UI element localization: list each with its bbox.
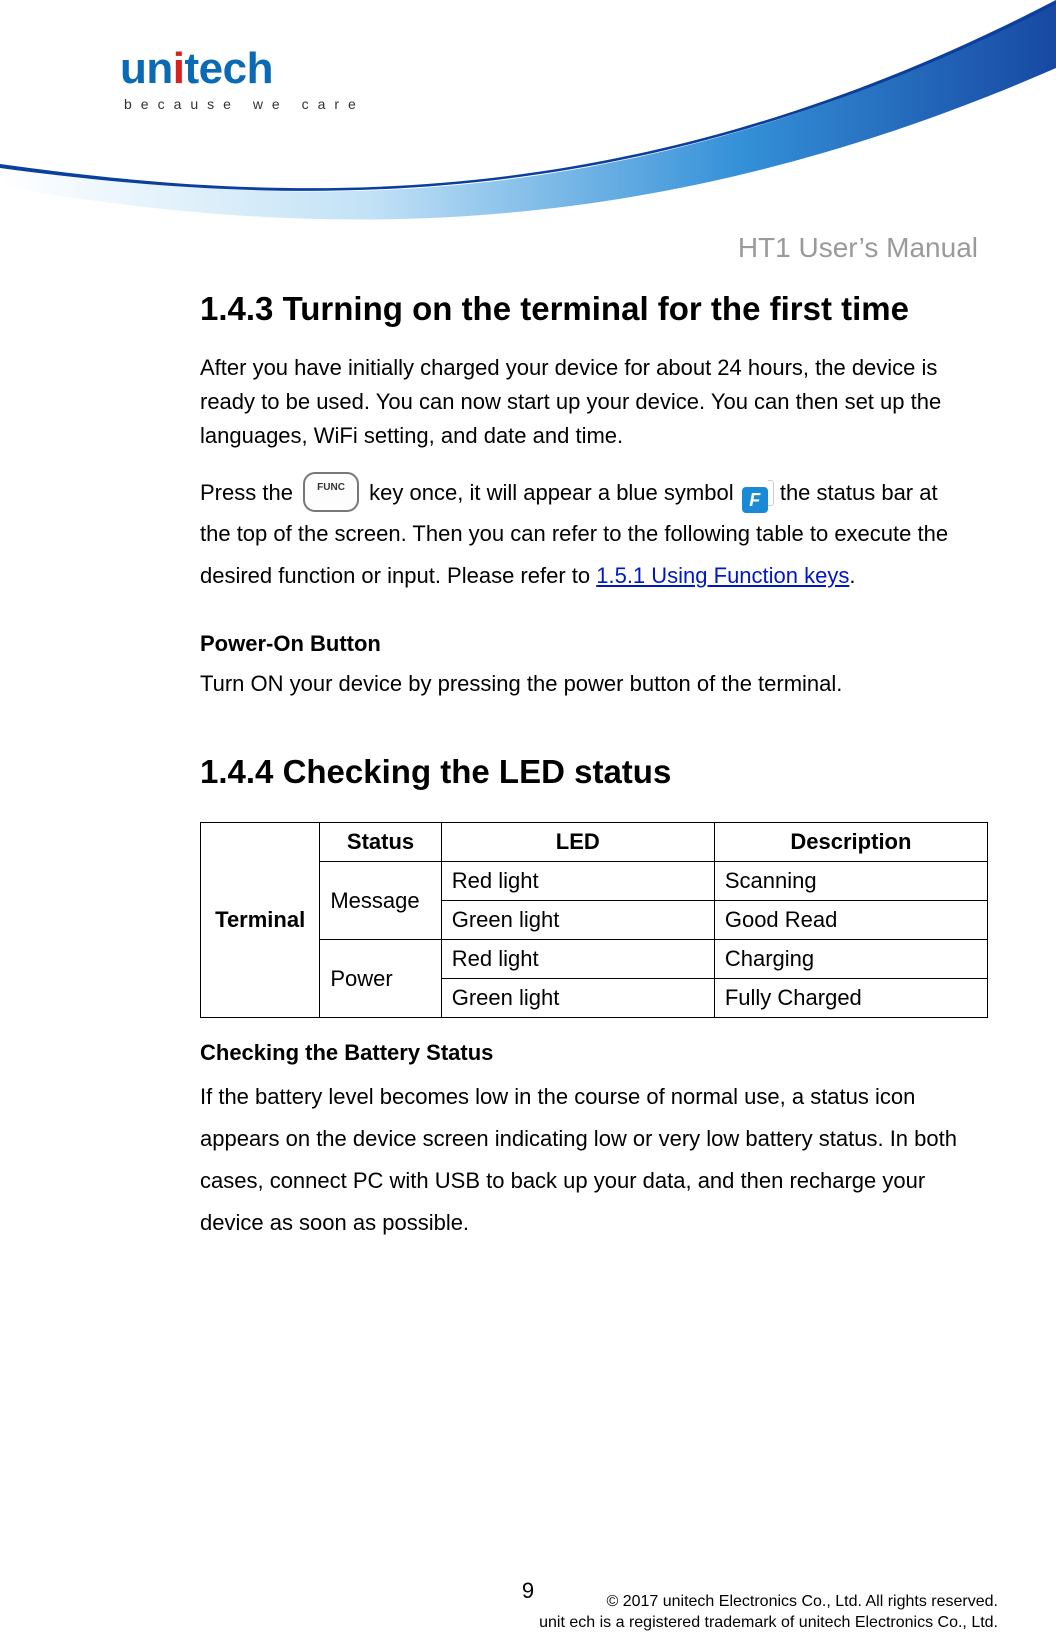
cell-desc: Scanning: [714, 862, 987, 901]
brand-suffix: tech: [185, 44, 273, 93]
text-run: the status bar at: [780, 480, 938, 505]
cell-status: Message: [320, 862, 441, 940]
brand-tagline: because we care: [124, 96, 365, 112]
func-key-icon: [303, 472, 359, 512]
page-root: { "header": { "brand_prefix": "un", "bra…: [0, 0, 1056, 1650]
para-func-key: Press the key once, it will appear a blu…: [200, 472, 988, 597]
subhead-power-on: Power-On Button: [200, 631, 988, 657]
blue-f-symbol-icon: F: [742, 487, 768, 513]
cell-led: Green light: [441, 979, 714, 1018]
table-col-status: Status: [320, 823, 441, 862]
content-area: 1.4.3 Turning on the terminal for the fi…: [200, 288, 988, 1261]
table-rowlabel: Terminal: [201, 823, 320, 1018]
heading-1-4-4: 1.4.4 Checking the LED status: [200, 751, 988, 792]
copyright-line: unit ech is a registered trademark of un…: [539, 1612, 998, 1634]
text-run: key once, it will appear a blue symbol: [369, 480, 740, 505]
brand-i: i: [173, 44, 185, 93]
cell-led: Red light: [441, 940, 714, 979]
cell-desc: Fully Charged: [714, 979, 987, 1018]
cell-status: Power: [320, 940, 441, 1018]
text-run: Press the: [200, 480, 299, 505]
copyright-line: © 2017 unitech Electronics Co., Ltd. All…: [539, 1591, 998, 1613]
led-status-table: Terminal Status LED Description Message …: [200, 822, 988, 1018]
cell-led: Red light: [441, 862, 714, 901]
page-number: 9: [522, 1578, 534, 1603]
para-intro: After you have initially charged your de…: [200, 351, 988, 453]
heading-1-4-3: 1.4.3 Turning on the terminal for the fi…: [200, 288, 988, 329]
link-1-5-1[interactable]: 1.5.1 Using Function keys: [596, 563, 849, 588]
cell-led: Green light: [441, 901, 714, 940]
header-swoosh: [0, 0, 1056, 260]
brand-wordmark: unitech: [120, 44, 365, 94]
para-battery: If the battery level becomes low in the …: [200, 1076, 988, 1243]
table-row: Terminal Status LED Description: [201, 823, 988, 862]
cell-desc: Good Read: [714, 901, 987, 940]
copyright-block: © 2017 unitech Electronics Co., Ltd. All…: [539, 1591, 998, 1634]
brand-logo: unitech because we care: [120, 44, 365, 112]
cell-desc: Charging: [714, 940, 987, 979]
table-col-led: LED: [441, 823, 714, 862]
document-title: HT1 User’s Manual: [738, 232, 978, 264]
subhead-battery: Checking the Battery Status: [200, 1040, 988, 1066]
text-run: .: [849, 563, 855, 588]
symbol-edge-icon: [768, 480, 774, 506]
para-power-on: Turn ON your device by pressing the powe…: [200, 667, 988, 701]
brand-prefix: un: [120, 44, 173, 93]
table-col-desc: Description: [714, 823, 987, 862]
